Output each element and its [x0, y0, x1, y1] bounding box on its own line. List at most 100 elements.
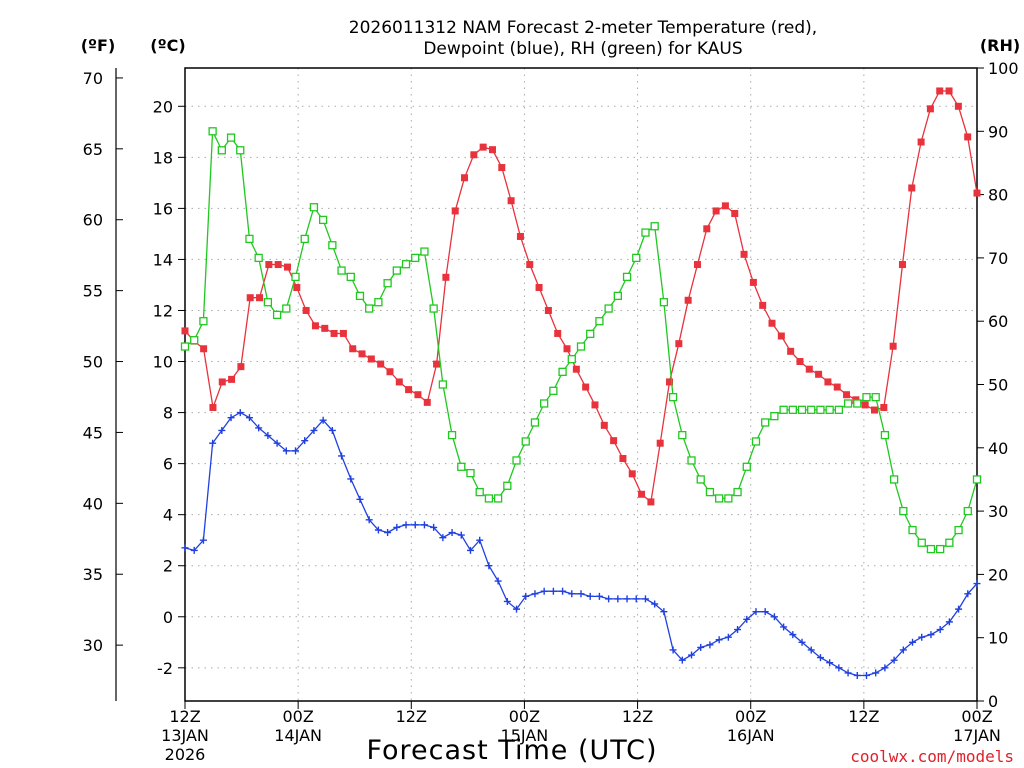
dewpoint-point — [292, 447, 300, 455]
temperature-point — [628, 470, 636, 478]
rh-point — [383, 279, 392, 288]
temperature-point — [759, 301, 767, 309]
rh-tick-label: 30 — [988, 502, 1008, 521]
x-tick-label-time: 00Z — [282, 707, 313, 726]
temperature-point — [433, 360, 441, 368]
celsius-tick-label: -2 — [157, 659, 173, 678]
rh-point — [899, 506, 908, 516]
temperature-point — [405, 386, 413, 394]
dewpoint-point — [255, 424, 263, 432]
rh-point — [678, 430, 687, 440]
temperature-point — [675, 340, 683, 348]
dewpoint-point — [780, 623, 788, 631]
celsius-tick-label: 10 — [153, 353, 173, 372]
dewpoint-point — [807, 646, 815, 654]
x-tick-label-year: 2026 — [165, 745, 206, 764]
rh-point — [309, 203, 319, 212]
rh-point — [282, 304, 291, 313]
temperature-point — [638, 490, 646, 498]
temperature-point — [488, 146, 496, 154]
data-series — [180, 87, 982, 679]
rh-point — [586, 329, 595, 339]
dewpoint-point — [420, 521, 428, 529]
temperature-point — [339, 329, 347, 337]
temperature-point — [591, 401, 599, 409]
temperature-point — [815, 370, 823, 378]
rh-point — [374, 298, 383, 307]
temperature-point — [936, 87, 944, 95]
rh-tick-label: 90 — [988, 122, 1008, 141]
dewpoint-point — [209, 439, 217, 447]
temperature-point — [973, 189, 981, 197]
dewpoint-point — [264, 432, 272, 440]
dewpoint-point — [844, 669, 852, 677]
dewpoint-point — [835, 664, 843, 672]
dewpoint-point — [798, 638, 806, 646]
dewpoint-point — [365, 516, 373, 524]
temperature-point — [461, 174, 469, 182]
rh-point — [272, 310, 282, 320]
temperature-point — [358, 350, 366, 358]
dewpoint-point — [485, 562, 493, 570]
temperature-point — [349, 345, 357, 353]
rh-point — [328, 241, 337, 250]
rh-point — [337, 266, 346, 275]
rh-tick-label: 60 — [988, 312, 1008, 331]
dewpoint-point — [927, 631, 935, 639]
dewpoint-point — [853, 671, 861, 679]
rh-point — [807, 405, 816, 414]
x-tick-label-time: 00Z — [509, 707, 540, 726]
dewpoint-point — [623, 595, 631, 603]
temperature-point — [777, 332, 785, 340]
temperature-point — [693, 261, 701, 269]
dewpoint-point — [559, 587, 567, 595]
rh-point — [862, 393, 871, 402]
rh-point — [834, 405, 844, 414]
dewpoint-point — [439, 534, 447, 542]
rh-point — [245, 234, 254, 244]
temperature-point — [265, 261, 273, 269]
rh-point — [226, 133, 236, 142]
rh-point — [696, 475, 705, 484]
rh-point — [797, 405, 807, 414]
rh-point — [724, 494, 733, 503]
temperature-point — [721, 202, 729, 210]
rh-point — [687, 456, 696, 465]
temperature-point — [917, 138, 925, 146]
fahrenheit-tick-label: 45 — [83, 423, 103, 442]
dewpoint-point — [245, 414, 253, 422]
x-tick-label-date: 13JAN — [161, 726, 209, 745]
temperature-point — [386, 368, 394, 376]
temperature-point — [572, 365, 580, 373]
chart-title-line1: 2026011312 NAM Forecast 2-meter Temperat… — [349, 18, 817, 38]
rh-point — [954, 525, 963, 535]
dewpoint-point — [651, 600, 659, 608]
temperature-point — [787, 347, 795, 355]
rh-point — [595, 317, 604, 326]
fahrenheit-tick-label: 50 — [83, 353, 103, 372]
temperature-point — [610, 437, 618, 445]
rh-point — [650, 222, 659, 231]
temperature-point — [926, 105, 934, 113]
fahrenheit-tick-label: 40 — [83, 494, 103, 513]
fahrenheit-tick-label: 30 — [83, 636, 103, 655]
temperature-point — [311, 322, 319, 330]
rh-point — [779, 405, 788, 414]
temperature-point — [246, 294, 254, 302]
dewpoint-point — [273, 439, 281, 447]
rh-point — [217, 146, 226, 155]
dewpoint-point — [448, 529, 456, 537]
dewpoint-point — [595, 592, 603, 600]
rh-line — [184, 131, 978, 550]
rh-point — [576, 342, 586, 351]
dewpoint-point — [724, 633, 732, 641]
x-tick-label-date: 16JAN — [727, 726, 775, 745]
celsius-tick-label: 4 — [163, 506, 173, 525]
rh-point — [190, 336, 199, 345]
temperature-point — [256, 294, 264, 302]
dewpoint-point — [393, 523, 401, 531]
rh-point — [945, 538, 954, 547]
rh-tick-label: 80 — [988, 186, 1008, 205]
temperature-point — [684, 296, 692, 304]
rh-point — [714, 494, 724, 503]
